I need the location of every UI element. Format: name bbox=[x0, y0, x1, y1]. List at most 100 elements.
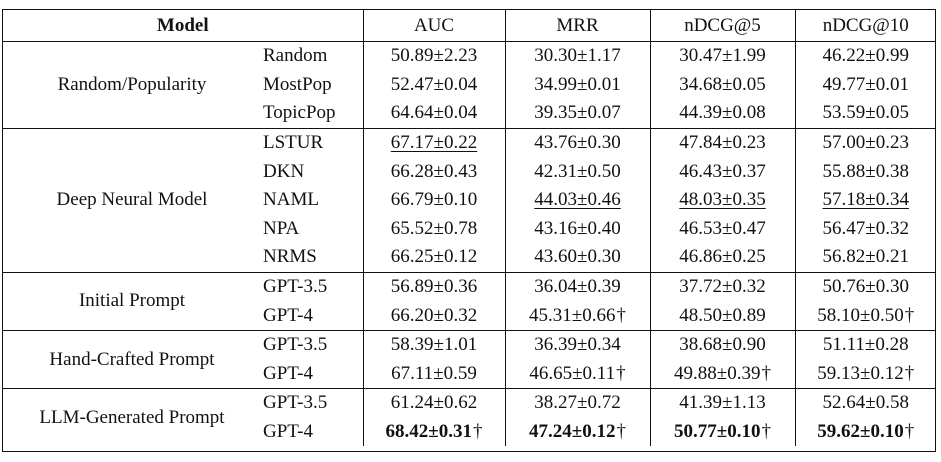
metric-cell: 61.24±0.62 bbox=[362, 388, 505, 418]
group-label: Random/Popularity bbox=[57, 73, 207, 95]
metric-cell: 44.03±0.46 bbox=[504, 185, 650, 215]
metric-cell: 56.82±0.21 bbox=[794, 243, 936, 273]
metric-cell: 50.89±2.23 bbox=[362, 41, 505, 71]
metric-cell: 66.28±0.43 bbox=[362, 157, 505, 186]
metric-cell: 49.77±0.01 bbox=[794, 70, 936, 100]
metric-cell: 59.62±0.10† bbox=[794, 417, 936, 447]
metric-cell: 41.39±1.13 bbox=[649, 388, 795, 418]
metric-value: 46.43±0.37 bbox=[679, 160, 766, 182]
metric-value: 37.72±0.32 bbox=[679, 276, 766, 298]
metric-value: 51.11±0.28 bbox=[822, 334, 909, 356]
metric-cell: 43.16±0.40 bbox=[504, 214, 650, 244]
metric-cell: 43.76±0.30 bbox=[504, 128, 650, 158]
metric-cell: 64.64±0.04 bbox=[362, 99, 505, 129]
metric-value: 36.39±0.34 bbox=[534, 334, 621, 356]
significance-dagger: † bbox=[761, 362, 771, 384]
metric-cell: 57.00±0.23 bbox=[794, 128, 936, 158]
metric-value: 46.22±0.99 bbox=[822, 45, 909, 67]
metric-cell: 38.68±0.90 bbox=[649, 330, 795, 360]
metric-cell: 46.65±0.11† bbox=[504, 359, 650, 389]
table-row: NAML 66.79±0.10 44.03±0.46 48.03±0.35 57.18±… bbox=[3, 185, 936, 215]
table-row: TopicPop 64.64±0.04 39.35±0.07 44.39±0.08 53… bbox=[3, 99, 936, 129]
header-ndcg5: nDCG@5 bbox=[649, 10, 795, 42]
table-row: Initial Prompt GPT-3.5 56.89±0.36 36.04±0.3… bbox=[3, 272, 936, 311]
model-name: GPT-4 bbox=[263, 421, 313, 443]
table-row: GPT-4 66.20±0.32 45.31±0.66† 48.50±0.89 58.1… bbox=[3, 301, 936, 331]
metric-value: 50.77±0.10 bbox=[674, 421, 761, 443]
metric-cell: 36.04±0.39 bbox=[504, 272, 650, 302]
metric-cell: 45.31±0.66† bbox=[504, 301, 650, 331]
model-name: GPT-3.5 bbox=[263, 276, 328, 298]
metric-value: 46.53±0.47 bbox=[679, 217, 766, 239]
metric-value: 30.30±1.17 bbox=[534, 45, 621, 67]
group-label: Hand-Crafted Prompt bbox=[49, 348, 215, 370]
metric-value: 64.64±0.04 bbox=[390, 102, 478, 124]
group-label: Deep Neural Model bbox=[56, 189, 208, 211]
metric-cell: 50.77±0.10† bbox=[649, 417, 795, 447]
metric-cell: 59.13±0.12† bbox=[794, 359, 936, 389]
metric-value: 52.64±0.58 bbox=[822, 392, 909, 414]
table-row: MostPop 52.47±0.04 34.99±0.01 34.68±0.05 49.… bbox=[3, 70, 936, 100]
metric-value: 56.47±0.32 bbox=[822, 217, 909, 239]
table-header: Model AUC MRR nDCG@5 nDCG@10 bbox=[3, 10, 936, 42]
metric-cell: 65.52±0.78 bbox=[362, 214, 505, 244]
metric-value: 55.88±0.38 bbox=[822, 160, 909, 182]
metric-cell: 43.60±0.30 bbox=[504, 243, 650, 273]
table-row: Random/Popularity Random 50.89±2.23 30.30±1… bbox=[3, 41, 936, 95]
metric-cell: 37.72±0.32 bbox=[649, 272, 795, 302]
metric-cell: 34.99±0.01 bbox=[504, 70, 650, 100]
significance-dagger: † bbox=[616, 304, 626, 326]
significance-dagger: † bbox=[616, 362, 626, 384]
metric-cell: 30.47±1.99 bbox=[649, 41, 795, 71]
metric-value: 52.47±0.04 bbox=[390, 73, 478, 95]
model-name: NAML bbox=[263, 189, 319, 211]
table-row: GPT-4 68.42±0.31† 47.24±0.12† 50.77±0.10† 59… bbox=[3, 417, 936, 447]
metric-cell: 44.39±0.08 bbox=[649, 99, 795, 129]
metric-value: 65.52±0.78 bbox=[390, 217, 478, 239]
metric-value: 67.11±0.59 bbox=[391, 362, 477, 384]
table-row: NPA 65.52±0.78 43.16±0.40 46.53±0.47 56.47±0… bbox=[3, 214, 936, 244]
metric-cell: 67.17±0.22 bbox=[362, 128, 505, 158]
metric-value: 42.31±0.50 bbox=[534, 160, 621, 182]
metric-value: 66.25±0.12 bbox=[390, 246, 478, 268]
metric-value: 57.18±0.34 bbox=[822, 189, 909, 211]
metric-cell: 66.25±0.12 bbox=[362, 243, 505, 273]
metric-value: 38.68±0.90 bbox=[679, 334, 766, 356]
metric-value: 47.84±0.23 bbox=[679, 132, 766, 154]
metric-cell: 46.43±0.37 bbox=[649, 157, 795, 186]
row-group: Initial Prompt GPT-3.5 56.89±0.36 36.04±0.3… bbox=[3, 272, 936, 331]
metric-cell: 39.35±0.07 bbox=[504, 99, 650, 129]
metric-value: 44.03±0.46 bbox=[534, 189, 621, 211]
significance-dagger: † bbox=[616, 421, 626, 443]
metric-cell: 46.22±0.99 bbox=[794, 41, 936, 71]
metric-value: 43.60±0.30 bbox=[534, 246, 621, 268]
metric-value: 66.28±0.43 bbox=[390, 160, 478, 182]
metric-cell: 67.11±0.59 bbox=[362, 359, 505, 389]
metric-cell: 42.31±0.50 bbox=[504, 157, 650, 186]
metric-value: 34.68±0.05 bbox=[679, 73, 766, 95]
metric-cell: 46.86±0.25 bbox=[649, 243, 795, 273]
metric-cell: 47.84±0.23 bbox=[649, 128, 795, 158]
metric-value: 68.42±0.31 bbox=[385, 421, 472, 443]
metric-value: 61.24±0.62 bbox=[390, 392, 478, 414]
results-table: Model AUC MRR nDCG@5 nDCG@10 Random/Popu… bbox=[3, 10, 936, 447]
metric-value: 49.77±0.01 bbox=[822, 73, 909, 95]
row-group: Hand-Crafted Prompt GPT-3.5 58.39±1.01 36.3… bbox=[3, 330, 936, 389]
metric-value: 49.88±0.39 bbox=[674, 362, 761, 384]
metric-cell: 56.89±0.36 bbox=[362, 272, 505, 302]
metric-value: 47.24±0.12 bbox=[529, 421, 616, 443]
metric-cell: 49.88±0.39† bbox=[649, 359, 795, 389]
metric-cell: 46.53±0.47 bbox=[649, 214, 795, 244]
header-ndcg10: nDCG@10 bbox=[794, 10, 936, 42]
metric-cell: 58.10±0.50† bbox=[794, 301, 936, 331]
metric-cell: 55.88±0.38 bbox=[794, 157, 936, 186]
significance-dagger: † bbox=[904, 421, 915, 443]
metric-value: 30.47±1.99 bbox=[679, 45, 766, 67]
metric-value: 59.62±0.10 bbox=[817, 421, 904, 443]
model-name: Random bbox=[263, 45, 328, 67]
metric-cell: 51.11±0.28 bbox=[794, 330, 936, 360]
model-name: MostPop bbox=[263, 73, 332, 95]
row-group: Deep Neural Model LSTUR 67.17±0.22 43.76±0.… bbox=[3, 128, 936, 273]
row-group: LLM-Generated Prompt GPT-3.5 61.24±0.62 38.… bbox=[3, 388, 936, 447]
metric-value: 48.03±0.35 bbox=[679, 189, 766, 211]
